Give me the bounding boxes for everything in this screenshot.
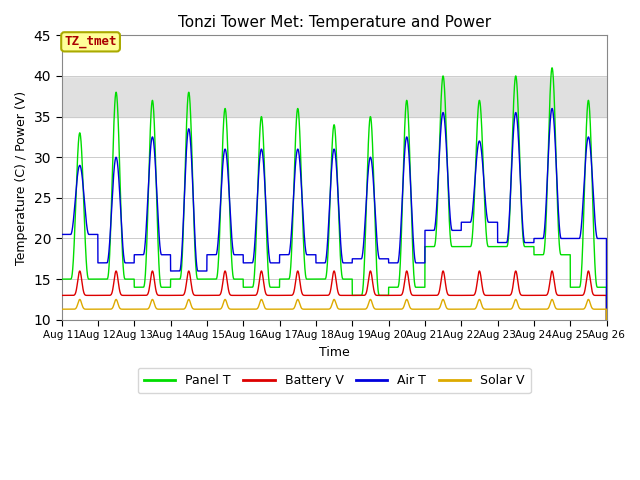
X-axis label: Time: Time bbox=[319, 346, 349, 359]
Text: TZ_tmet: TZ_tmet bbox=[65, 36, 117, 48]
Y-axis label: Temperature (C) / Power (V): Temperature (C) / Power (V) bbox=[15, 91, 28, 264]
Bar bbox=[61, 36, 607, 76]
Title: Tonzi Tower Met: Temperature and Power: Tonzi Tower Met: Temperature and Power bbox=[177, 15, 491, 30]
Legend: Panel T, Battery V, Air T, Solar V: Panel T, Battery V, Air T, Solar V bbox=[138, 368, 531, 393]
Bar bbox=[61, 36, 607, 117]
